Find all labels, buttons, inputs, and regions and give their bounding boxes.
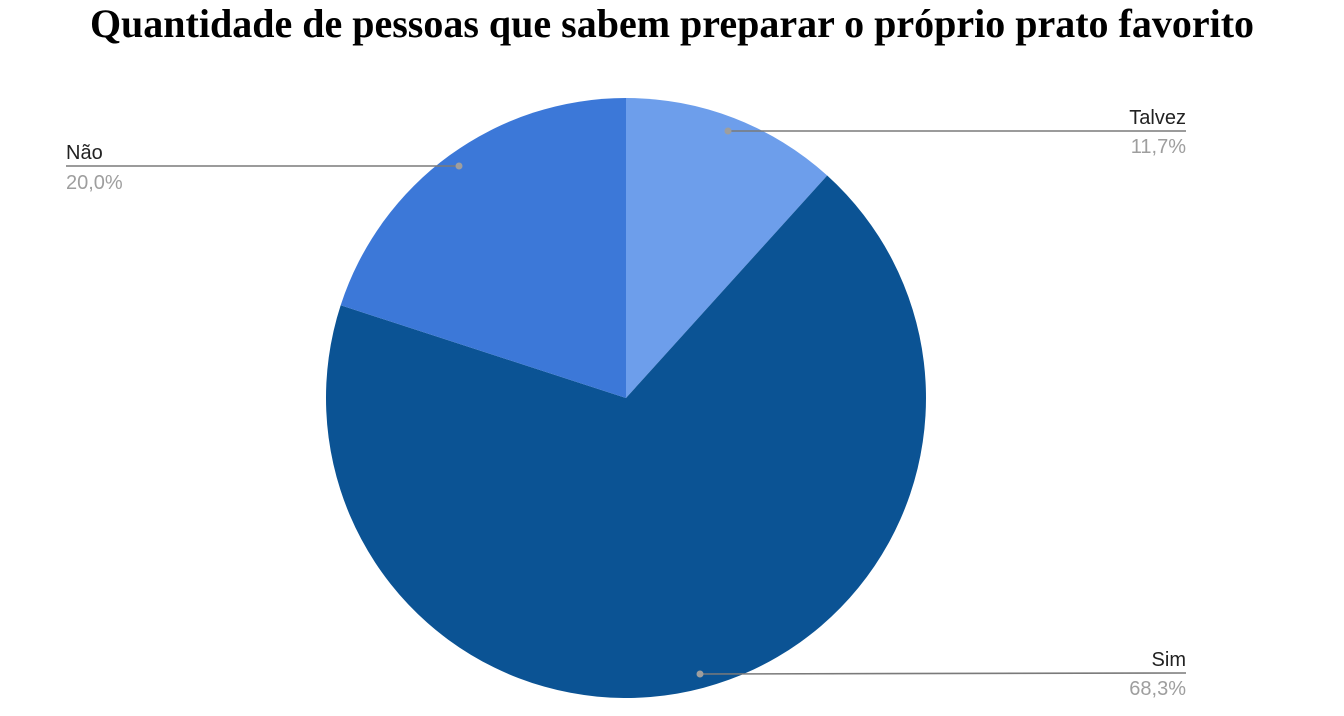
pie-slice-sim [325, 175, 926, 698]
slice-label-talvez: Talvez 11,7% [724, 107, 1186, 158]
chart-title: Quantidade de pessoas que sabem preparar… [89, 1, 1255, 46]
label-pct-nao: 20,0% [66, 172, 123, 194]
leader-line-sim [699, 672, 1187, 675]
leader-dot-talvez [724, 127, 732, 135]
label-name-sim: Sim [1152, 649, 1186, 671]
slice-label-sim: Sim 68,3% [696, 649, 1187, 700]
leader-dot-nao [455, 162, 463, 170]
pie-slice-nao [340, 97, 626, 398]
leader-dot-sim [696, 670, 704, 678]
label-name-talvez: Talvez [1129, 107, 1186, 129]
label-pct-sim: 68,3% [1129, 678, 1186, 700]
label-pct-talvez: 11,7% [1131, 136, 1186, 158]
slice-label-nao: Não 20,0% [66, 142, 463, 194]
pie-slice-talvez [626, 98, 828, 398]
pie-slices [325, 97, 926, 698]
pie-labels: Talvez 11,7% Sim 68,3% Não 20,0% [66, 107, 1186, 700]
label-name-nao: Não [66, 142, 103, 164]
